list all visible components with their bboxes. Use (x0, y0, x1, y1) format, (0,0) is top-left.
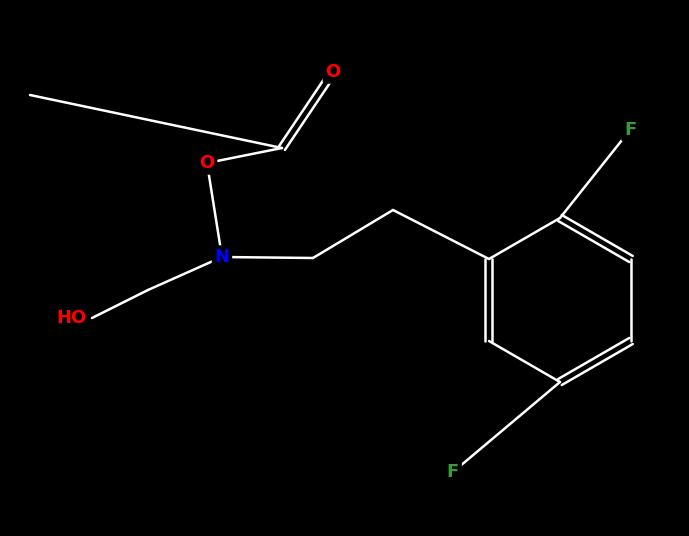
Text: F: F (447, 463, 459, 481)
Text: N: N (214, 248, 229, 266)
Text: O: O (199, 154, 215, 172)
Text: O: O (325, 63, 340, 81)
Text: F: F (624, 121, 636, 139)
Text: HO: HO (57, 309, 87, 327)
